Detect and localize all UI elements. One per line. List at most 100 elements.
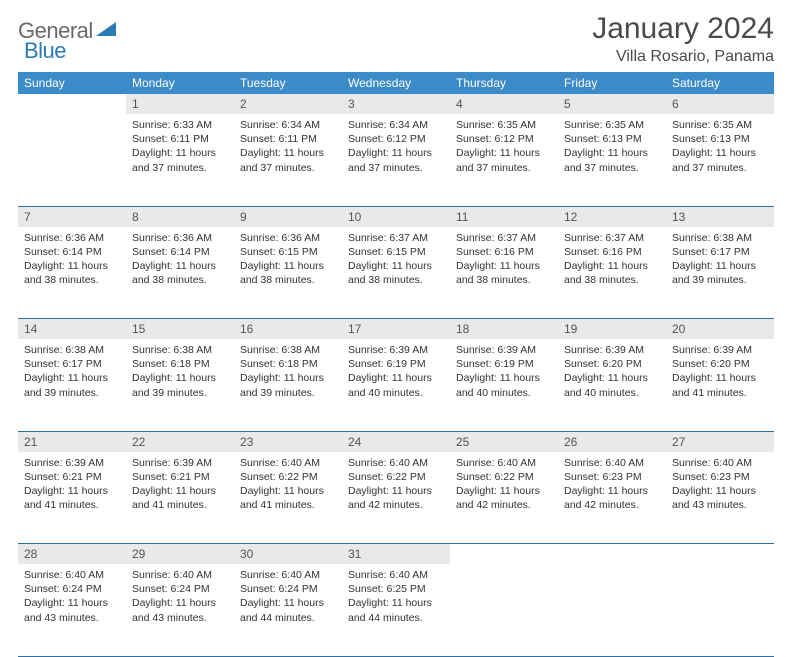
day-number: 30 [234,544,342,565]
day-number: 7 [18,206,126,227]
day-number: 15 [126,319,234,340]
day-cell: Sunrise: 6:37 AMSunset: 6:16 PMDaylight:… [450,227,558,319]
day-number-row: 21222324252627 [18,431,774,452]
day-content-row: Sunrise: 6:33 AMSunset: 6:11 PMDaylight:… [18,114,774,206]
day-cell-body: Sunrise: 6:35 AMSunset: 6:13 PMDaylight:… [666,114,774,181]
day-number-row: 78910111213 [18,206,774,227]
title-block: January 2024 Villa Rosario, Panama [592,12,774,66]
day-cell-body: Sunrise: 6:40 AMSunset: 6:24 PMDaylight:… [126,564,234,631]
day-cell: Sunrise: 6:40 AMSunset: 6:22 PMDaylight:… [234,452,342,544]
day-cell-body: Sunrise: 6:39 AMSunset: 6:19 PMDaylight:… [450,339,558,406]
day-content-row: Sunrise: 6:38 AMSunset: 6:17 PMDaylight:… [18,339,774,431]
day-number-row: 14151617181920 [18,319,774,340]
day-number: 21 [18,431,126,452]
day-number: 9 [234,206,342,227]
day-cell: Sunrise: 6:35 AMSunset: 6:13 PMDaylight:… [666,114,774,206]
day-header: Tuesday [234,72,342,94]
day-header: Saturday [666,72,774,94]
day-number: 8 [126,206,234,227]
day-cell: Sunrise: 6:34 AMSunset: 6:11 PMDaylight:… [234,114,342,206]
day-cell-body: Sunrise: 6:37 AMSunset: 6:15 PMDaylight:… [342,227,450,294]
day-cell: Sunrise: 6:39 AMSunset: 6:20 PMDaylight:… [666,339,774,431]
day-cell: Sunrise: 6:35 AMSunset: 6:12 PMDaylight:… [450,114,558,206]
logo-blue-wrap: Blue [24,38,66,64]
day-cell: Sunrise: 6:37 AMSunset: 6:15 PMDaylight:… [342,227,450,319]
day-cell-body: Sunrise: 6:38 AMSunset: 6:18 PMDaylight:… [234,339,342,406]
day-cell-body: Sunrise: 6:39 AMSunset: 6:21 PMDaylight:… [126,452,234,519]
day-cell-body: Sunrise: 6:35 AMSunset: 6:13 PMDaylight:… [558,114,666,181]
day-number: 25 [450,431,558,452]
header: General January 2024 Villa Rosario, Pana… [18,12,774,66]
day-number: 11 [450,206,558,227]
day-cell-body: Sunrise: 6:40 AMSunset: 6:25 PMDaylight:… [342,564,450,631]
day-cell: Sunrise: 6:36 AMSunset: 6:14 PMDaylight:… [18,227,126,319]
day-number: 13 [666,206,774,227]
day-number: 17 [342,319,450,340]
day-cell: Sunrise: 6:37 AMSunset: 6:16 PMDaylight:… [558,227,666,319]
day-number: 6 [666,94,774,114]
day-number-row: 123456 [18,94,774,114]
day-cell-body: Sunrise: 6:39 AMSunset: 6:20 PMDaylight:… [558,339,666,406]
day-cell: Sunrise: 6:39 AMSunset: 6:21 PMDaylight:… [18,452,126,544]
day-cell: Sunrise: 6:39 AMSunset: 6:19 PMDaylight:… [450,339,558,431]
day-number: 23 [234,431,342,452]
day-cell: Sunrise: 6:38 AMSunset: 6:17 PMDaylight:… [18,339,126,431]
day-cell-body: Sunrise: 6:39 AMSunset: 6:19 PMDaylight:… [342,339,450,406]
day-cell [558,564,666,656]
day-cell: Sunrise: 6:40 AMSunset: 6:22 PMDaylight:… [342,452,450,544]
day-header: Wednesday [342,72,450,94]
day-header: Sunday [18,72,126,94]
day-number: 16 [234,319,342,340]
day-cell-body: Sunrise: 6:34 AMSunset: 6:11 PMDaylight:… [234,114,342,181]
day-number: 14 [18,319,126,340]
day-header-row: SundayMondayTuesdayWednesdayThursdayFrid… [18,72,774,94]
day-cell-body: Sunrise: 6:39 AMSunset: 6:21 PMDaylight:… [18,452,126,519]
day-cell: Sunrise: 6:40 AMSunset: 6:23 PMDaylight:… [666,452,774,544]
day-cell: Sunrise: 6:40 AMSunset: 6:24 PMDaylight:… [234,564,342,656]
logo-triangle-icon [96,20,118,43]
day-cell-body: Sunrise: 6:40 AMSunset: 6:24 PMDaylight:… [234,564,342,631]
day-cell: Sunrise: 6:40 AMSunset: 6:23 PMDaylight:… [558,452,666,544]
day-number: 12 [558,206,666,227]
day-cell: Sunrise: 6:36 AMSunset: 6:14 PMDaylight:… [126,227,234,319]
day-cell: Sunrise: 6:38 AMSunset: 6:18 PMDaylight:… [234,339,342,431]
logo-text-blue: Blue [24,38,66,63]
day-number [18,94,126,114]
day-number: 28 [18,544,126,565]
day-cell-body: Sunrise: 6:34 AMSunset: 6:12 PMDaylight:… [342,114,450,181]
day-cell-body: Sunrise: 6:36 AMSunset: 6:14 PMDaylight:… [18,227,126,294]
day-number-row: 28293031 [18,544,774,565]
day-number: 31 [342,544,450,565]
day-cell: Sunrise: 6:38 AMSunset: 6:18 PMDaylight:… [126,339,234,431]
day-cell-body: Sunrise: 6:38 AMSunset: 6:17 PMDaylight:… [666,227,774,294]
day-number: 24 [342,431,450,452]
day-number: 4 [450,94,558,114]
day-cell: Sunrise: 6:33 AMSunset: 6:11 PMDaylight:… [126,114,234,206]
day-cell: Sunrise: 6:39 AMSunset: 6:19 PMDaylight:… [342,339,450,431]
day-cell-body: Sunrise: 6:39 AMSunset: 6:20 PMDaylight:… [666,339,774,406]
day-number: 5 [558,94,666,114]
day-header: Friday [558,72,666,94]
day-number [450,544,558,565]
day-cell: Sunrise: 6:40 AMSunset: 6:24 PMDaylight:… [18,564,126,656]
day-cell: Sunrise: 6:40 AMSunset: 6:24 PMDaylight:… [126,564,234,656]
day-number: 27 [666,431,774,452]
day-number [558,544,666,565]
day-cell-body: Sunrise: 6:38 AMSunset: 6:17 PMDaylight:… [18,339,126,406]
day-cell-body: Sunrise: 6:40 AMSunset: 6:22 PMDaylight:… [342,452,450,519]
day-number: 18 [450,319,558,340]
day-cell-body: Sunrise: 6:36 AMSunset: 6:15 PMDaylight:… [234,227,342,294]
day-cell-body: Sunrise: 6:40 AMSunset: 6:22 PMDaylight:… [234,452,342,519]
day-number: 10 [342,206,450,227]
day-cell-body: Sunrise: 6:33 AMSunset: 6:11 PMDaylight:… [126,114,234,181]
day-cell-body: Sunrise: 6:40 AMSunset: 6:24 PMDaylight:… [18,564,126,631]
day-cell: Sunrise: 6:35 AMSunset: 6:13 PMDaylight:… [558,114,666,206]
day-number: 26 [558,431,666,452]
day-cell-body: Sunrise: 6:36 AMSunset: 6:14 PMDaylight:… [126,227,234,294]
day-cell-body: Sunrise: 6:38 AMSunset: 6:18 PMDaylight:… [126,339,234,406]
day-cell-body: Sunrise: 6:37 AMSunset: 6:16 PMDaylight:… [450,227,558,294]
day-number: 29 [126,544,234,565]
day-cell [666,564,774,656]
day-cell-body: Sunrise: 6:40 AMSunset: 6:22 PMDaylight:… [450,452,558,519]
day-number: 1 [126,94,234,114]
